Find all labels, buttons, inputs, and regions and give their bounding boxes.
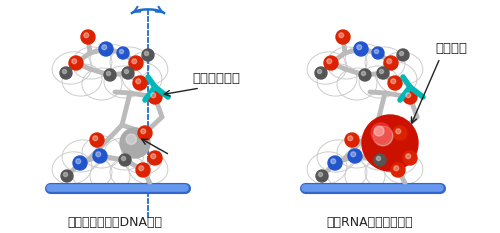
Circle shape xyxy=(391,163,405,177)
Circle shape xyxy=(396,129,400,134)
Circle shape xyxy=(328,156,342,170)
Circle shape xyxy=(354,42,368,56)
Circle shape xyxy=(96,152,100,157)
Text: 立体障害: 立体障害 xyxy=(435,41,467,55)
Circle shape xyxy=(106,71,110,75)
Circle shape xyxy=(126,134,136,144)
Circle shape xyxy=(324,56,338,70)
Circle shape xyxy=(362,115,418,171)
Circle shape xyxy=(81,30,95,44)
Circle shape xyxy=(387,59,392,64)
Circle shape xyxy=(117,47,129,59)
Circle shape xyxy=(142,49,154,61)
Circle shape xyxy=(331,159,336,164)
Circle shape xyxy=(120,128,150,158)
Circle shape xyxy=(391,79,396,84)
Circle shape xyxy=(374,126,384,136)
Circle shape xyxy=(373,126,393,146)
Circle shape xyxy=(148,90,162,104)
Circle shape xyxy=(139,166,143,171)
Circle shape xyxy=(348,149,362,163)
Circle shape xyxy=(397,49,409,61)
Circle shape xyxy=(93,136,98,141)
Circle shape xyxy=(69,56,83,70)
Circle shape xyxy=(336,30,350,44)
Circle shape xyxy=(151,93,156,98)
Circle shape xyxy=(377,67,389,79)
Circle shape xyxy=(380,69,384,74)
Circle shape xyxy=(124,69,128,74)
Circle shape xyxy=(403,151,417,165)
Circle shape xyxy=(90,133,104,147)
Circle shape xyxy=(151,154,156,159)
Text: 引き伸ばされたDNA構造: 引き伸ばされたDNA構造 xyxy=(68,216,162,229)
Circle shape xyxy=(62,69,66,74)
Circle shape xyxy=(348,136,352,141)
Circle shape xyxy=(136,163,150,177)
Circle shape xyxy=(60,67,72,79)
Circle shape xyxy=(376,156,380,161)
Circle shape xyxy=(359,69,371,81)
Text: もしRNAだったら・・: もしRNAだったら・・ xyxy=(326,216,414,229)
Circle shape xyxy=(141,129,146,134)
Circle shape xyxy=(316,170,328,182)
Circle shape xyxy=(93,149,107,163)
Circle shape xyxy=(129,56,143,70)
Circle shape xyxy=(393,126,407,140)
Circle shape xyxy=(371,123,391,143)
Circle shape xyxy=(122,156,126,161)
Circle shape xyxy=(374,49,378,54)
Circle shape xyxy=(84,33,88,38)
Circle shape xyxy=(99,42,113,56)
Circle shape xyxy=(64,172,68,177)
Circle shape xyxy=(144,51,148,56)
Circle shape xyxy=(406,154,410,159)
Circle shape xyxy=(327,59,332,64)
Circle shape xyxy=(318,172,322,177)
Circle shape xyxy=(400,51,404,56)
Circle shape xyxy=(73,156,87,170)
Circle shape xyxy=(136,79,140,84)
Circle shape xyxy=(315,67,327,79)
Circle shape xyxy=(388,76,402,90)
Circle shape xyxy=(345,133,359,147)
Circle shape xyxy=(133,76,147,90)
Circle shape xyxy=(102,45,106,50)
Text: 弱い相互作用: 弱い相互作用 xyxy=(192,72,240,85)
Circle shape xyxy=(406,93,410,98)
Circle shape xyxy=(122,67,134,79)
Circle shape xyxy=(132,59,136,64)
Circle shape xyxy=(403,90,417,104)
Circle shape xyxy=(138,126,152,140)
Circle shape xyxy=(384,56,398,70)
Circle shape xyxy=(120,49,124,54)
Circle shape xyxy=(394,166,398,171)
Circle shape xyxy=(374,154,386,166)
Circle shape xyxy=(148,151,162,165)
Circle shape xyxy=(372,47,384,59)
Circle shape xyxy=(362,71,366,75)
Circle shape xyxy=(104,69,116,81)
Circle shape xyxy=(76,159,80,164)
Circle shape xyxy=(351,152,356,157)
Circle shape xyxy=(72,59,76,64)
Circle shape xyxy=(357,45,362,50)
Circle shape xyxy=(318,69,322,74)
Circle shape xyxy=(339,33,344,38)
Circle shape xyxy=(61,170,73,182)
Circle shape xyxy=(119,154,131,166)
